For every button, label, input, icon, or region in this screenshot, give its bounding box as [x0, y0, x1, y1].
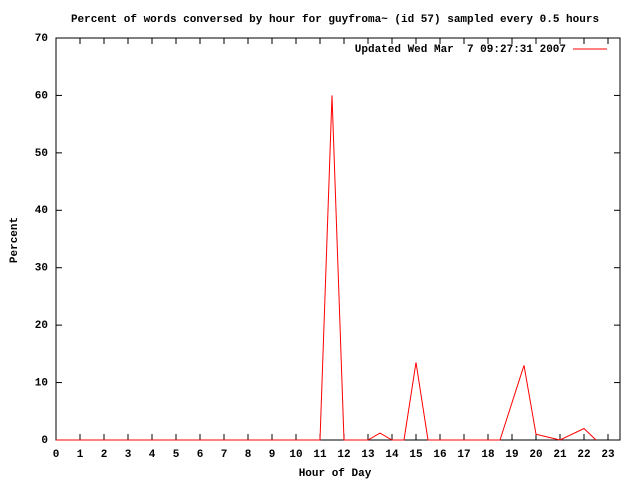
data-line: [56, 95, 597, 441]
x-tick-label: 11: [313, 449, 327, 461]
y-tick-label: 30: [35, 263, 48, 275]
y-tick-label: 60: [35, 90, 48, 102]
x-tick-label: 3: [125, 449, 132, 461]
legend-label: Updated Wed Mar 7 09:27:31 2007: [355, 44, 566, 56]
x-tick-label: 7: [221, 449, 228, 461]
x-tick-label: 15: [409, 449, 423, 461]
x-tick-label: 19: [505, 449, 518, 461]
y-axis-label: Percent: [9, 217, 21, 263]
x-tick-label: 1: [77, 449, 84, 461]
x-tick-label: 16: [433, 449, 446, 461]
x-tick-label: 14: [385, 449, 399, 461]
chart-title: Percent of words conversed by hour for g…: [71, 14, 599, 26]
y-tick-label: 50: [35, 148, 48, 160]
y-tick-label: 10: [35, 377, 48, 389]
y-tick-label: 70: [35, 33, 48, 45]
x-tick-label: 9: [269, 449, 276, 461]
x-axis-label: Hour of Day: [299, 468, 372, 480]
x-tick-label: 18: [481, 449, 495, 461]
x-tick-label: 22: [577, 449, 590, 461]
x-tick-label: 12: [337, 449, 350, 461]
x-tick-label: 17: [457, 449, 470, 461]
x-tick-label: 6: [197, 449, 204, 461]
x-tick-label: 2: [101, 449, 108, 461]
x-tick-label: 23: [601, 449, 615, 461]
plot-frame: [55, 37, 621, 441]
x-tick-label: 8: [245, 449, 252, 461]
x-tick-label: 10: [289, 449, 302, 461]
x-tick-label: 20: [529, 449, 542, 461]
x-tick-label: 13: [361, 449, 375, 461]
x-tick-label: 4: [149, 449, 156, 461]
y-tick-label: 40: [35, 205, 48, 217]
x-tick-label: 0: [53, 449, 60, 461]
x-tick-label: 5: [173, 449, 180, 461]
x-tick-label: 21: [553, 449, 567, 461]
y-tick-label: 0: [41, 435, 48, 447]
y-tick-label: 20: [35, 320, 48, 332]
